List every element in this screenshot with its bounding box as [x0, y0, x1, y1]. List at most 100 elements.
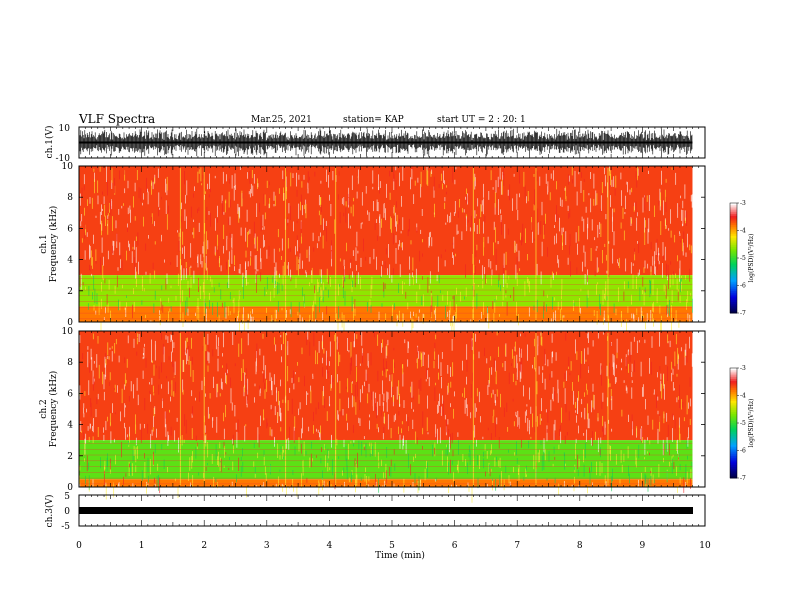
ch1-waveform-panel: 10 -10 ch.1(V) [44, 124, 706, 164]
colorbar-swatch [730, 432, 737, 435]
colorbar-swatch [730, 281, 737, 285]
colorbar-swatch [730, 309, 737, 312]
xtick-label: 5 [389, 541, 395, 551]
colorbar-swatch [730, 382, 737, 385]
ytick-label: 2 [67, 287, 73, 297]
colorbar-swatch [730, 230, 737, 233]
colorbar-swatch [730, 272, 737, 275]
colorbar-swatch [730, 439, 737, 442]
xtick-label: 0 [76, 541, 82, 551]
xtick-label: 2 [201, 541, 207, 551]
colorbar-swatch [730, 210, 737, 213]
colorbar-swatch [730, 298, 737, 301]
ch1-spectrogram-ylabel-channel: ch.1 [39, 234, 49, 253]
spectrogram-noise [82, 331, 691, 494]
colorbar-swatch [730, 474, 737, 477]
ytick-label: 4 [67, 421, 73, 431]
colorbar-swatch [730, 208, 737, 211]
ch3-waveform-trace [79, 507, 693, 514]
colorbar-swatch [730, 283, 737, 286]
colorbar-swatch [730, 232, 737, 235]
ch2-spectrogram-ylabel-channel: ch.2 [39, 399, 49, 418]
colorbar-swatch [730, 245, 737, 248]
x-axis-tick-labels: 0 1 2 3 4 5 6 7 8 9 10 [76, 541, 711, 551]
spectrogram-band [79, 166, 693, 276]
xtick-label: 6 [452, 541, 458, 551]
colorbar-swatch [730, 269, 737, 272]
ch1-spectrogram-yticks: 0 2 4 6 8 10 [62, 162, 705, 328]
colorbar-tick-label: -7 [740, 310, 746, 317]
colorbar-swatch [730, 300, 737, 303]
colorbar-swatch [730, 228, 737, 231]
colorbar-swatch [730, 225, 737, 228]
colorbar-swatch [730, 377, 737, 380]
xtick-label: 1 [139, 541, 145, 551]
colorbar-swatch [730, 302, 737, 305]
spectrogram-noise [80, 166, 693, 335]
colorbar-swatch [730, 465, 737, 468]
colorbar-swatch [730, 241, 737, 244]
ch1-spectrogram-ylabel: Frequency (kHz) [48, 206, 59, 283]
ch2-spectrogram-ylabel: Frequency (kHz) [48, 371, 59, 448]
colorbar-swatch [730, 446, 737, 450]
colorbar-swatch [730, 445, 737, 448]
colorbar-swatch [730, 239, 737, 242]
colorbar-tick-label: -3 [740, 200, 746, 207]
xtick-label: 7 [514, 541, 520, 551]
ch1-waveform-ytick-top: 10 [59, 124, 71, 134]
colorbar-swatch [730, 371, 737, 374]
ytick-label: 4 [67, 256, 73, 266]
colorbar-swatch [730, 203, 737, 206]
colorbar-swatch [730, 263, 737, 266]
ytick-label: 0 [67, 483, 73, 493]
colorbar-tick-label: -3 [740, 365, 746, 372]
colorbar-swatch [730, 204, 737, 208]
colorbar-swatch [730, 280, 737, 283]
ytick-label: 10 [62, 162, 74, 172]
colorbar-swatch [730, 423, 737, 426]
colorbar-swatch [730, 368, 737, 371]
colorbar-swatch [730, 421, 737, 424]
x-axis-label: Time (min) [375, 550, 425, 561]
figure-title: VLF Spectra [78, 112, 155, 126]
ch1-spectrogram-panel: 0 2 4 6 8 10 ch.1 Frequency (kHz) [39, 162, 706, 338]
colorbar-swatch [730, 456, 737, 459]
spectrogram-band [79, 479, 693, 487]
colorbar-swatch [730, 428, 737, 431]
colorbar-swatch [730, 236, 737, 239]
spectrogram-noise [78, 331, 692, 503]
colorbar-swatch [730, 237, 737, 241]
colorbar-swatch [730, 276, 737, 279]
colorbar-swatch [730, 215, 737, 219]
ch3-waveform-panel: 5 0 -5 ch.3(V) [44, 492, 706, 532]
ch1-spectrogram-image [79, 166, 693, 338]
colorbar-swatch [730, 252, 737, 255]
colorbar-swatch [730, 441, 737, 444]
colorbar-tick-label: -4 [740, 228, 746, 235]
colorbar-swatch [730, 243, 737, 246]
colorbar-swatch [730, 265, 737, 268]
colorbar-swatch [730, 472, 737, 475]
ytick-label: 8 [67, 193, 73, 203]
colorbar-swatch [730, 212, 737, 215]
colorbar-swatch [730, 206, 737, 209]
colorbar-swatch [730, 415, 737, 418]
colorbar-swatch [730, 226, 737, 230]
colorbar-swatch [730, 410, 737, 413]
colorbar-label: log(PSD)(V²/Hz) [748, 399, 755, 448]
colorbar-swatch [730, 214, 737, 217]
colorbar-swatch [730, 258, 737, 261]
ytick-label: 10 [62, 327, 74, 337]
header-date: Mar.25, 2021 [251, 115, 312, 125]
colorbar-swatch [730, 380, 737, 384]
colorbar-swatch [730, 291, 737, 294]
colorbar-swatch [730, 287, 737, 290]
colorbar-swatch [730, 256, 737, 259]
colorbar-swatch [730, 303, 737, 307]
ch2-colorbar: -3 -4 -5 -6 -7 log(PSD)(V²/Hz) [729, 365, 755, 482]
colorbar-swatch [730, 419, 737, 422]
colorbar-swatch [730, 247, 737, 250]
colorbar-swatch [730, 250, 737, 253]
spectrogram-band [79, 275, 693, 307]
ch2-spectrogram-image [78, 331, 693, 503]
